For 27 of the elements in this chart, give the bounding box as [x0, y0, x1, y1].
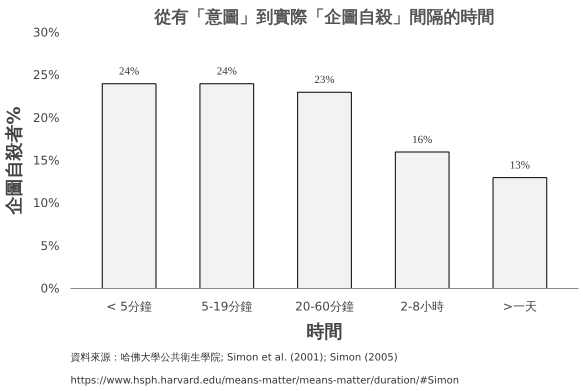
x-tick-label: < 5分鐘 [106, 300, 152, 314]
y-tick-label: 25% [32, 68, 60, 82]
data-label: 13% [510, 160, 530, 172]
y-tick-label: 5% [40, 238, 60, 253]
x-axis-title: 時間 [306, 322, 342, 342]
data-label: 24% [119, 66, 140, 78]
y-tick-label: 0% [40, 282, 60, 296]
data-label: 16% [412, 134, 432, 146]
text: https://www.hsph.harvard.edu/means-matter/means-matter/duration/#Simon [70, 376, 460, 386]
chart-title: 從有「意圖」到實際「企圖自殺」間隔的時間 [154, 8, 494, 28]
bar [297, 92, 352, 288]
y-tick-label: 15% [32, 154, 60, 168]
y-axis-title: 企圖自殺者% [4, 106, 25, 216]
x-tick-label: 20-60分鐘 [295, 300, 354, 314]
x-tick-label: >一天 [502, 300, 537, 314]
y-tick-label: 10% [32, 196, 60, 210]
data-label: 23% [314, 74, 335, 86]
bar [394, 151, 450, 288]
x-tick-label: 5-19分鐘 [201, 300, 252, 314]
y-tick-label: 30% [32, 26, 60, 40]
bar [199, 83, 254, 288]
y-tick-label: 20% [32, 110, 60, 125]
source-note: 資料來源：哈佛大學公共衛生學院; Simon et al. (2001); Simon (2005) [70, 352, 398, 364]
bar [492, 177, 548, 288]
x-tick-label: 2-8小時 [400, 300, 444, 314]
data-label: 24% [216, 66, 237, 78]
bar [102, 83, 156, 288]
